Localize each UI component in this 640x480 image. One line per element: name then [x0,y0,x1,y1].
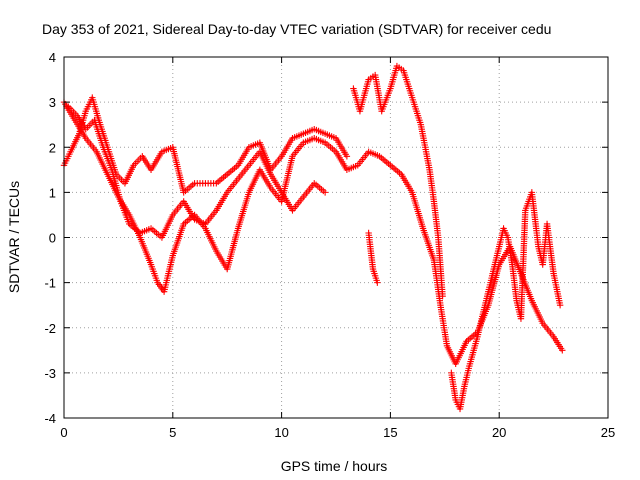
data-point-marker [343,153,351,160]
y-axis-label: SDTVAR / TECUs [6,181,22,293]
data-point-marker [374,279,381,286]
y-tick-label: -1 [44,276,56,291]
y-tick-label: 0 [49,231,56,246]
y-tick-label: -3 [44,366,56,381]
chart-title: Day 353 of 2021, Sidereal Day-to-day VTE… [42,21,551,37]
data-point-marker [439,292,446,300]
data-point-marker [321,189,329,196]
y-tick-label: 4 [49,50,56,65]
y-tick-label: -4 [44,411,56,426]
y-tick-label: -2 [44,321,56,336]
data-point-marker [556,301,564,309]
y-tick-label: 2 [49,140,56,155]
ticks-layer: 0 5 10 15 20 25 -4 -3 -2 -1 0 1 2 3 4 [44,50,615,440]
grid-layer [64,57,608,418]
y-tick-label: 1 [49,185,56,200]
markers-layer [60,62,566,413]
x-axis-label: GPS time / hours [281,458,388,474]
x-tick-label: 5 [169,425,176,440]
data-point-marker [559,347,566,354]
x-tick-label: 0 [60,425,67,440]
x-tick-label: 15 [383,425,397,440]
x-tick-label: 10 [274,425,288,440]
x-tick-label: 25 [601,425,615,440]
y-tick-label: 3 [49,95,56,110]
x-tick-label: 20 [492,425,506,440]
